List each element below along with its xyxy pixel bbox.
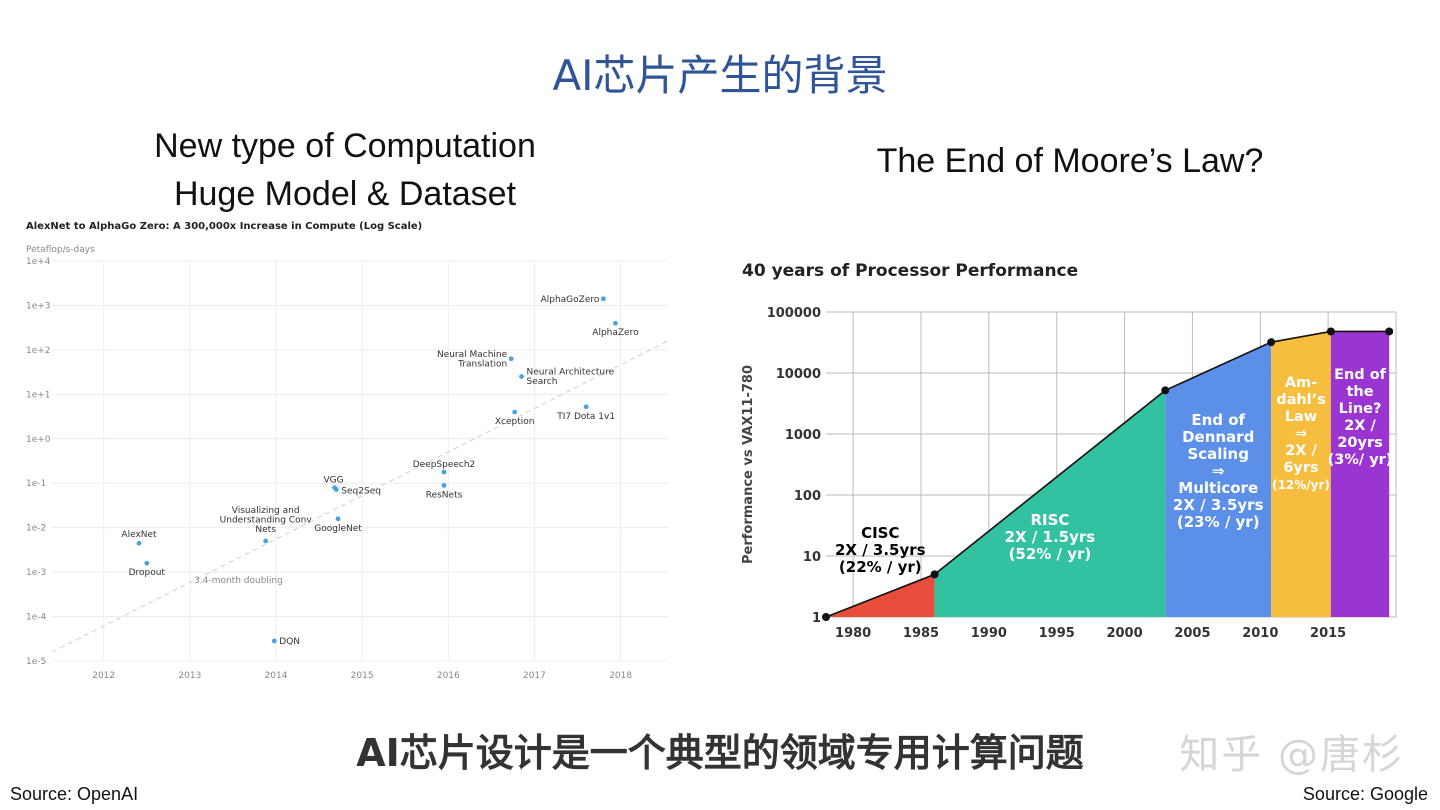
chart-title: AlexNet to AlphaGo Zero: A 300,000x Incr… <box>26 221 422 232</box>
region-label-risc: RISC 2X / 1.5yrs (52% / yr) <box>1005 511 1096 563</box>
left-heading-line2: Huge Model & Dataset <box>173 175 517 213</box>
y-tick-label: 1e-3 <box>26 568 46 578</box>
point-label-ti7-dota-1v1: TI7 Dota 1v1 <box>556 412 615 422</box>
left-heading: New type of Computation Huge Model & Dat… <box>60 122 630 218</box>
y-tick-label: 1e-4 <box>26 613 47 623</box>
curve-point <box>822 613 830 621</box>
watermark-text: 知乎 @唐杉 <box>1179 732 1404 778</box>
x-tick-label: 2013 <box>178 671 201 681</box>
compute-scatter-chart: AlexNet to AlphaGo Zero: A 300,000x Incr… <box>26 221 669 681</box>
point-alphazero <box>613 320 618 326</box>
y-tick-label: 100 <box>794 489 821 504</box>
point-label-dropout: Dropout <box>129 568 166 578</box>
y-tick-label: 10000 <box>776 367 821 382</box>
region-am <box>1271 331 1331 617</box>
region-label-end-of: End of Dennard Scaling ⇒ Multicore 2X / 3.5yr… <box>1173 411 1264 531</box>
y-tick-label: 1e+1 <box>26 390 51 400</box>
point-label-visualizing-and-understanding-conv-nets: Visualizing and Understanding Conv Nets <box>220 506 313 535</box>
region-label-am: Am-dahl’s Law ⇒ 2X /6yrs (12%/yr) <box>1272 375 1330 492</box>
left-heading-line1: New type of Computation <box>154 127 536 165</box>
point-label-alphagozero: AlphaGoZero <box>541 295 600 305</box>
y-tick-label: 1000 <box>785 428 821 443</box>
x-tick-label: 1980 <box>835 626 871 641</box>
point-label-neural-machine-translation: Neural Machine Translation <box>437 350 508 370</box>
curve-point <box>1267 338 1276 347</box>
x-tick-label: 2000 <box>1106 626 1142 641</box>
point-xception <box>512 409 518 415</box>
point-label-xception: Xception <box>495 417 535 427</box>
y-tick-label: 10 <box>803 550 821 565</box>
region-cisc <box>826 574 935 617</box>
curve-point <box>930 570 939 579</box>
point-alphagozero <box>600 296 606 302</box>
curve-point <box>1161 386 1170 395</box>
region-end-of <box>1330 331 1390 617</box>
point-seq2seq <box>333 487 339 492</box>
trend-label: 3.4-month doubling <box>194 576 283 586</box>
y-axis-label: Performance vs VAX11-780 <box>741 365 756 564</box>
y-tick-label: 1e+3 <box>26 301 51 311</box>
x-tick-label: 1995 <box>1039 626 1075 641</box>
region-risc <box>934 390 1166 617</box>
region-label-end-of: End of the Line? 2X /20yrs (3%/ yr) <box>1328 367 1393 468</box>
x-tick-label: 2012 <box>92 671 115 681</box>
x-tick-label: 2018 <box>609 671 632 681</box>
slide-title: AI芯片产生的背景 <box>552 51 888 100</box>
x-tick-label: 2016 <box>437 671 460 681</box>
point-label-dqn: DQN <box>279 637 300 647</box>
y-tick-label: 1e-5 <box>26 657 46 667</box>
point-resnets <box>441 483 447 488</box>
x-tick-label: 2005 <box>1174 626 1210 641</box>
point-label-vgg: VGG <box>324 476 344 486</box>
source-left: Source: OpenAI <box>10 784 139 804</box>
x-tick-label: 2017 <box>523 671 546 681</box>
chart-title: 40 years of Processor Performance <box>742 261 1078 281</box>
point-label-deepspeech2: DeepSpeech2 <box>413 460 476 470</box>
point-label-googlenet: GoogleNet <box>314 524 362 534</box>
x-tick-label: 2015 <box>1310 626 1346 641</box>
y-tick-label: 1e+4 <box>26 257 51 267</box>
bottom-caption: AI芯片设计是一个典型的领域专用计算问题 <box>356 731 1084 775</box>
y-tick-label: 1e+2 <box>26 346 51 356</box>
y-tick-label: 100000 <box>767 306 821 321</box>
trend-line <box>51 340 669 653</box>
x-tick-label: 2015 <box>351 671 374 681</box>
performance-curve <box>825 330 1390 618</box>
point-neural-architecture-search <box>519 374 524 379</box>
right-heading: The End of Moore’s Law? <box>876 142 1264 180</box>
x-tick-label: 2014 <box>265 671 288 681</box>
processor-performance-chart: 40 years of Processor Performance 100000 1… <box>741 261 1397 641</box>
x-tick-label: 1990 <box>971 626 1007 641</box>
y-tick-label: 1e-1 <box>26 479 46 489</box>
source-right: Source: Google <box>1302 784 1428 804</box>
x-tick-label: 1985 <box>903 626 939 641</box>
point-deepspeech2 <box>441 469 447 475</box>
point-label-alexnet: AlexNet <box>121 530 157 540</box>
point-dqn <box>271 638 277 644</box>
curve-point <box>1326 327 1335 336</box>
y-tick-label: 1e-2 <box>26 524 46 534</box>
point-label-alphazero: AlphaZero <box>592 328 639 338</box>
point-dropout <box>144 560 150 566</box>
y-axis-label: Petaflop/s-days <box>26 245 95 255</box>
point-alexnet <box>136 540 142 546</box>
x-tick-label: 2010 <box>1242 626 1278 641</box>
point-visualizing-and-understanding-conv-nets <box>263 538 269 544</box>
point-label-seq2seq: Seq2Seq <box>341 486 381 496</box>
region-label-cisc: CISC 2X / 3.5yrs (22% / yr) <box>835 524 926 576</box>
y-tick-label: 1 <box>812 611 821 626</box>
point-label-resnets: ResNets <box>426 490 463 500</box>
curve-point <box>1385 327 1394 336</box>
point-neural-machine-translation <box>508 356 514 362</box>
point-label-neural-architecture-search: Neural Architecture Search <box>527 368 615 388</box>
y-tick-label: 1e+0 <box>26 435 51 445</box>
point-ti7-dota-1v1 <box>583 404 589 410</box>
point-googlenet <box>335 516 341 522</box>
region-end-of <box>1165 342 1272 617</box>
